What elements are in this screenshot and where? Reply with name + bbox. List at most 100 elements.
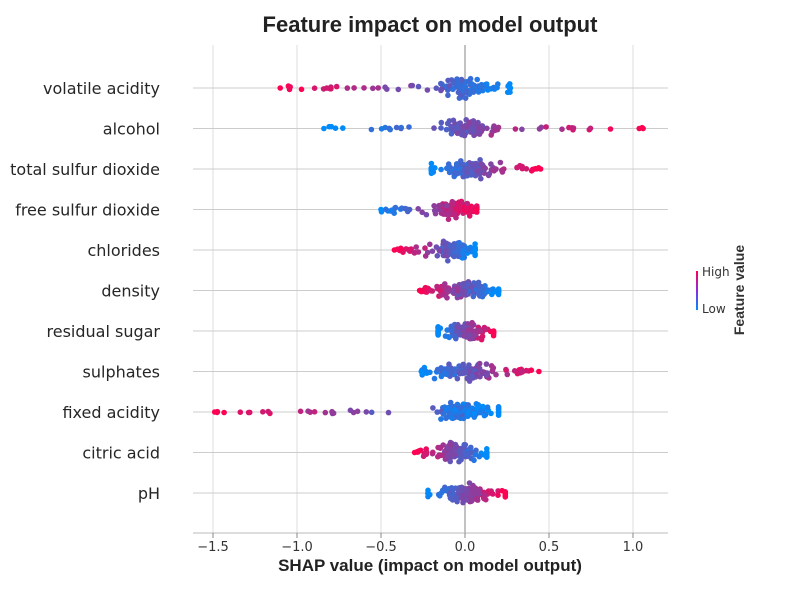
- feature-label: alcohol: [103, 120, 160, 139]
- shap-point: [504, 371, 511, 378]
- shap-point: [479, 293, 485, 299]
- shap-point: [438, 119, 445, 126]
- feature-label: volatile acidity: [43, 79, 160, 98]
- shap-point: [431, 375, 438, 382]
- shap-point: [430, 405, 436, 411]
- shap-point: [438, 166, 444, 173]
- shap-point: [333, 83, 340, 90]
- shap-point: [260, 409, 266, 415]
- shap-point: [428, 288, 434, 294]
- shap-point: [483, 372, 490, 379]
- shap-point: [402, 205, 409, 212]
- shap-point: [437, 445, 444, 452]
- shap-point: [458, 451, 464, 458]
- shap-point: [473, 168, 480, 174]
- shap-point: [385, 409, 392, 416]
- shap-point: [559, 126, 565, 132]
- feature-label: residual sugar: [47, 322, 161, 341]
- shap-point: [450, 245, 457, 251]
- shap-point: [436, 248, 443, 254]
- shap-point: [420, 453, 427, 460]
- colorbar-low-label: Low: [702, 302, 726, 316]
- shap-point: [431, 125, 437, 131]
- shap-point: [464, 170, 470, 176]
- shap-point: [438, 125, 444, 131]
- feature-label: total sulfur dioxide: [10, 160, 160, 179]
- shap-point: [446, 410, 453, 417]
- shap-point: [492, 127, 499, 133]
- shap-point: [495, 409, 502, 415]
- feature-label: fixed acidity: [62, 403, 160, 422]
- shap-point: [466, 160, 473, 166]
- shap-point: [378, 206, 384, 213]
- shap-point: [528, 367, 535, 374]
- shap-point: [466, 480, 473, 486]
- shap-point: [425, 490, 431, 496]
- shap-point: [221, 409, 227, 416]
- shap-point: [375, 85, 382, 91]
- shap-point: [393, 124, 400, 131]
- chart-title: Feature impact on model output: [263, 12, 599, 37]
- shap-point: [495, 287, 502, 294]
- shap-point: [490, 328, 497, 334]
- shap-point: [464, 451, 470, 458]
- shap-point: [461, 333, 467, 339]
- shap-point: [480, 403, 486, 410]
- shap-point: [438, 292, 444, 299]
- shap-point: [442, 333, 449, 339]
- shap-point: [428, 166, 435, 172]
- shap-point: [454, 124, 460, 130]
- shap-point: [427, 241, 433, 248]
- shap-point: [351, 85, 357, 91]
- shap-point: [406, 124, 412, 130]
- shap-point: [469, 81, 475, 87]
- x-tick-label: −1.0: [281, 540, 313, 555]
- shap-point: [519, 163, 525, 170]
- shap-point: [543, 124, 549, 130]
- shap-point: [445, 161, 452, 167]
- shap-point: [454, 375, 461, 382]
- shap-point: [467, 75, 474, 82]
- shap-point: [411, 249, 418, 256]
- feature-label: citric acid: [82, 444, 160, 463]
- shap-point: [443, 211, 450, 218]
- shap-point: [497, 159, 504, 166]
- shap-point: [363, 409, 370, 415]
- shap-point: [451, 253, 457, 260]
- shap-point: [311, 409, 318, 415]
- shap-point: [344, 85, 351, 91]
- shap-point: [444, 165, 450, 172]
- shap-point: [322, 409, 329, 416]
- colorbar-title: Feature value: [731, 245, 747, 335]
- shap-point: [461, 407, 468, 414]
- shap-point: [476, 360, 483, 367]
- shap-point: [484, 404, 491, 411]
- shap-point: [450, 490, 457, 497]
- shap-point: [445, 92, 451, 99]
- shap-point: [490, 491, 496, 497]
- shap-point: [459, 255, 466, 261]
- shap-point: [457, 405, 464, 411]
- shap-point: [438, 365, 444, 371]
- shap-point: [495, 488, 501, 494]
- shap-point: [423, 211, 430, 218]
- shap-point: [411, 449, 418, 456]
- shap-point: [446, 83, 453, 89]
- shap-point: [458, 457, 464, 463]
- shap-point: [484, 289, 490, 295]
- shap-point: [495, 291, 502, 298]
- shap-point: [471, 332, 478, 339]
- shap-point: [448, 131, 455, 137]
- x-tick-label: −0.5: [365, 540, 397, 555]
- shap-point: [418, 368, 425, 375]
- shap-point: [456, 447, 463, 454]
- shap-point: [305, 408, 311, 415]
- shap-point: [460, 499, 466, 506]
- shap-point: [424, 87, 431, 93]
- shap-point: [211, 409, 218, 415]
- x-axis-label: SHAP value (impact on model output): [278, 556, 582, 575]
- shap-point: [456, 199, 462, 205]
- shap-point: [461, 369, 467, 376]
- shap-point: [434, 253, 441, 259]
